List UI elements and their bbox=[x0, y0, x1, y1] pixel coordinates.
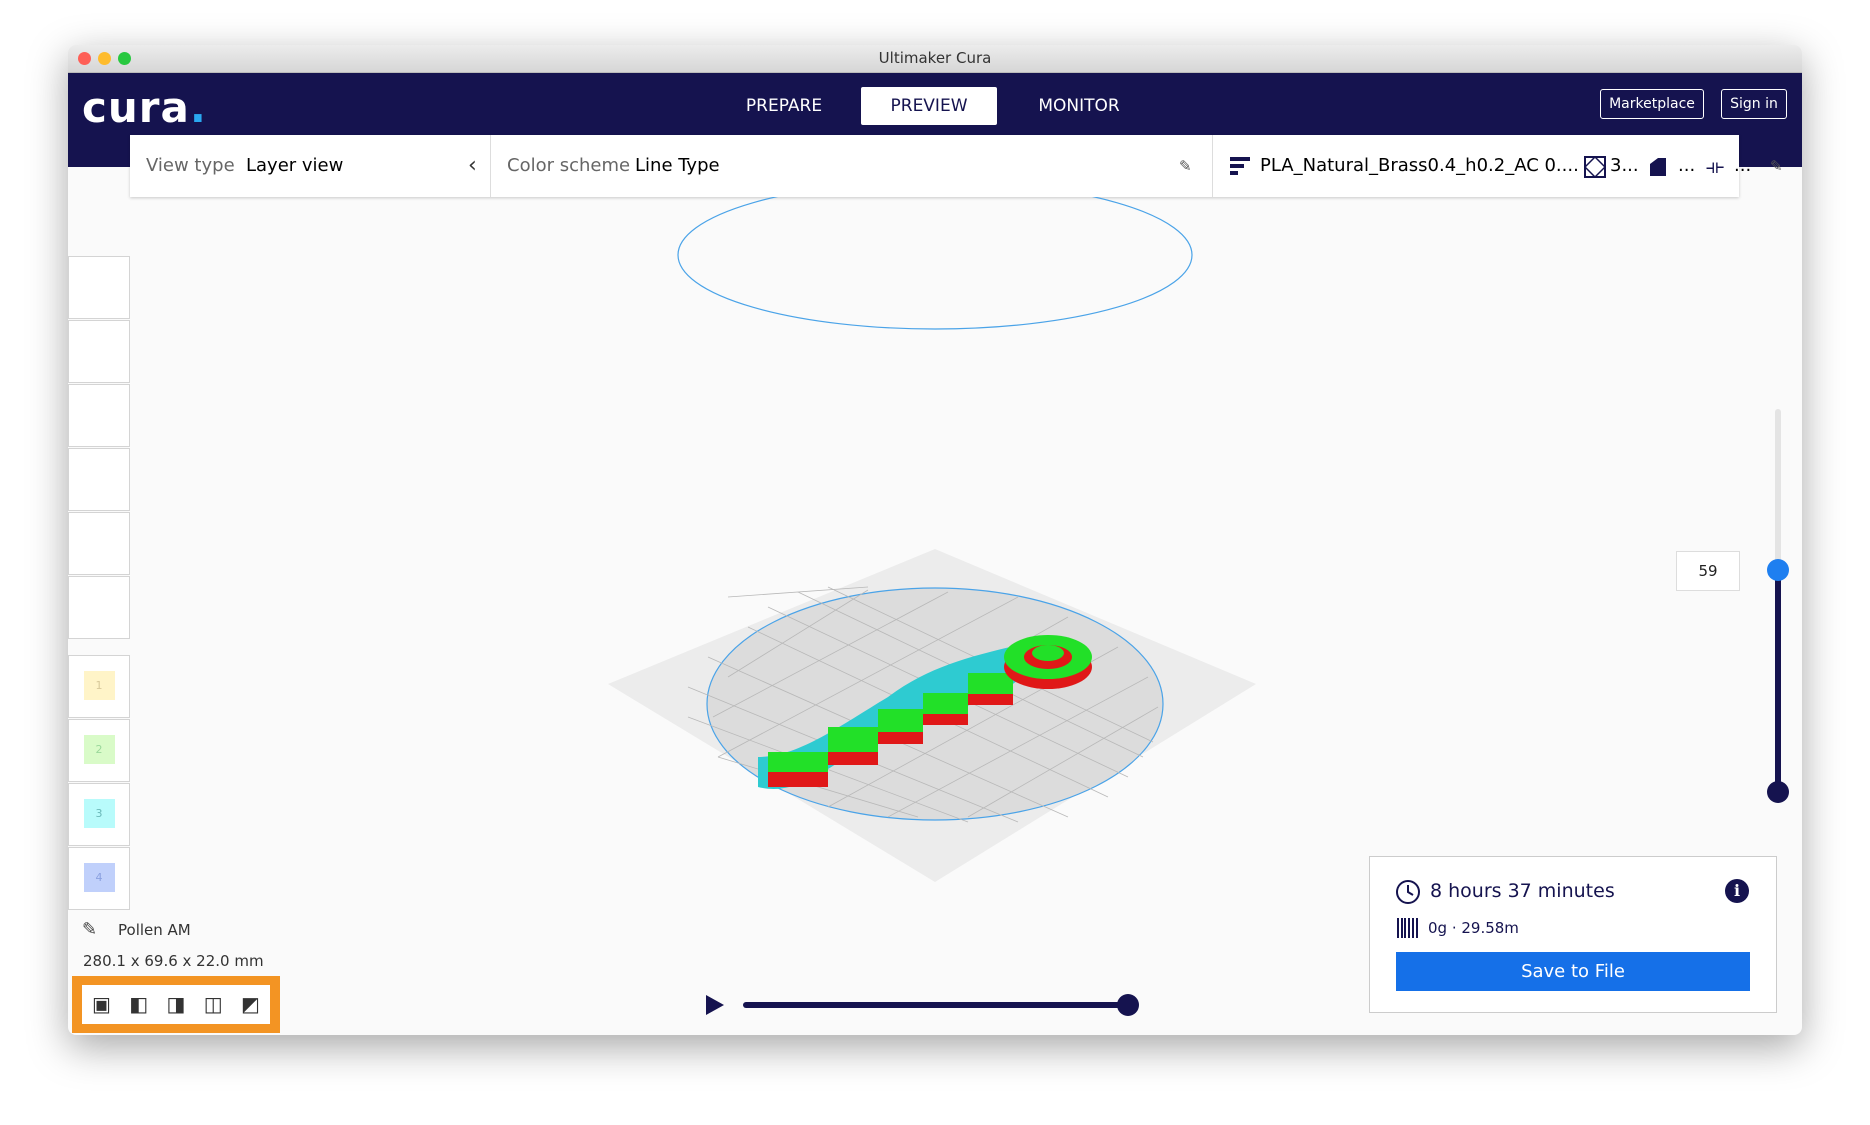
support-value: ... bbox=[1678, 155, 1696, 176]
build-volume-top bbox=[677, 197, 1193, 330]
edit-icon[interactable]: ✎ bbox=[1770, 157, 1783, 175]
tab[interactable]: MONITOR bbox=[1038, 96, 1120, 116]
sign-in-button[interactable]: Sign in bbox=[1721, 89, 1787, 119]
profile-icon bbox=[1230, 157, 1250, 175]
logo: cura. bbox=[82, 83, 207, 132]
extruder-button[interactable]: 1 bbox=[68, 655, 130, 718]
object-dimensions: 280.1 x 69.6 x 22.0 mm bbox=[83, 952, 264, 970]
edit-icon[interactable]: ✎ bbox=[82, 919, 98, 940]
layer-playback bbox=[706, 994, 1139, 1016]
view-type[interactable]: Layer view bbox=[246, 155, 344, 176]
model bbox=[768, 635, 1092, 787]
move-tool[interactable] bbox=[68, 256, 130, 319]
layer-slider[interactable] bbox=[1758, 405, 1798, 805]
adhesion-icon: ⟛ bbox=[1706, 154, 1725, 178]
adhesion-value: ... bbox=[1734, 155, 1752, 176]
play-button[interactable] bbox=[706, 995, 724, 1015]
logo-dot: . bbox=[189, 83, 207, 132]
support-icon bbox=[1650, 158, 1666, 176]
print-time: 8 hours 37 minutes bbox=[1430, 880, 1615, 902]
app-window: Ultimaker Cura cura. PREPARE PREVIEW MON… bbox=[68, 45, 1802, 1035]
collapse-arrow[interactable]: ‹ bbox=[468, 153, 477, 178]
support-blocker-tool[interactable] bbox=[68, 576, 130, 639]
edit-icon[interactable]: ✎ bbox=[1179, 157, 1192, 175]
separator bbox=[490, 135, 491, 197]
scale-tool[interactable] bbox=[68, 320, 130, 383]
marketplace-button[interactable]: Marketplace bbox=[1600, 89, 1704, 119]
infill-value: 3... bbox=[1610, 155, 1639, 176]
logo-text: cura bbox=[82, 83, 190, 132]
save-button[interactable]: Save to File bbox=[1396, 952, 1750, 991]
viewport bbox=[608, 197, 1256, 882]
extruder-button[interactable]: 4 bbox=[68, 847, 130, 910]
extruder-number: 3 bbox=[83, 799, 115, 828]
color-scheme-label: Color scheme bbox=[507, 155, 631, 176]
color-scheme[interactable]: Line Type bbox=[635, 155, 720, 176]
path-slider[interactable] bbox=[743, 1002, 1128, 1008]
window-title: Ultimaker Cura bbox=[878, 49, 992, 67]
layer-number[interactable]: 59 bbox=[1676, 551, 1740, 591]
extruder-number: 1 bbox=[83, 671, 115, 700]
extruder-number: 2 bbox=[83, 735, 115, 764]
profile-name[interactable]: PLA_Natural_Brass0.4_h0.2_AC 0.... bbox=[1260, 155, 1579, 176]
view-toolbar: View type Layer view ‹ Color scheme Line… bbox=[130, 135, 1783, 197]
minimize-button[interactable] bbox=[98, 52, 111, 65]
infill-icon bbox=[1584, 156, 1606, 178]
view-type-label: View type bbox=[146, 155, 235, 176]
close-button[interactable] bbox=[78, 52, 91, 65]
extruder-button[interactable]: 3 bbox=[68, 783, 130, 846]
upper-handle[interactable] bbox=[1767, 559, 1789, 581]
clock-icon bbox=[1396, 880, 1420, 904]
material-usage: 0g · 29.58m bbox=[1428, 919, 1519, 937]
title-bar: Ultimaker Cura bbox=[68, 45, 1802, 73]
mirror-tool[interactable] bbox=[68, 448, 130, 511]
rotate-tool[interactable] bbox=[68, 384, 130, 447]
extruder-button[interactable]: 2 bbox=[68, 719, 130, 782]
per-model-tool[interactable] bbox=[68, 512, 130, 575]
camera-buttons[interactable]: ▣ ◧ ◨ ◫ ◩ bbox=[82, 985, 270, 1024]
camera-views: ▣ ◧ ◨ ◫ ◩ bbox=[72, 976, 280, 1033]
material-icon bbox=[1397, 918, 1418, 938]
separator bbox=[1212, 135, 1213, 197]
zoom-button[interactable] bbox=[118, 52, 131, 65]
extruder-number: 4 bbox=[83, 863, 115, 892]
printer-name: Pollen AM bbox=[118, 921, 191, 939]
lower-handle[interactable] bbox=[1767, 781, 1789, 803]
tab-active[interactable]: PREVIEW bbox=[861, 87, 997, 125]
tab[interactable]: PREPARE bbox=[745, 96, 823, 116]
print-info-panel: 8 hours 37 minutes i 0g · 29.58m Save to… bbox=[1369, 856, 1777, 1013]
info-button[interactable]: i bbox=[1725, 879, 1749, 903]
path-handle[interactable] bbox=[1117, 994, 1139, 1016]
